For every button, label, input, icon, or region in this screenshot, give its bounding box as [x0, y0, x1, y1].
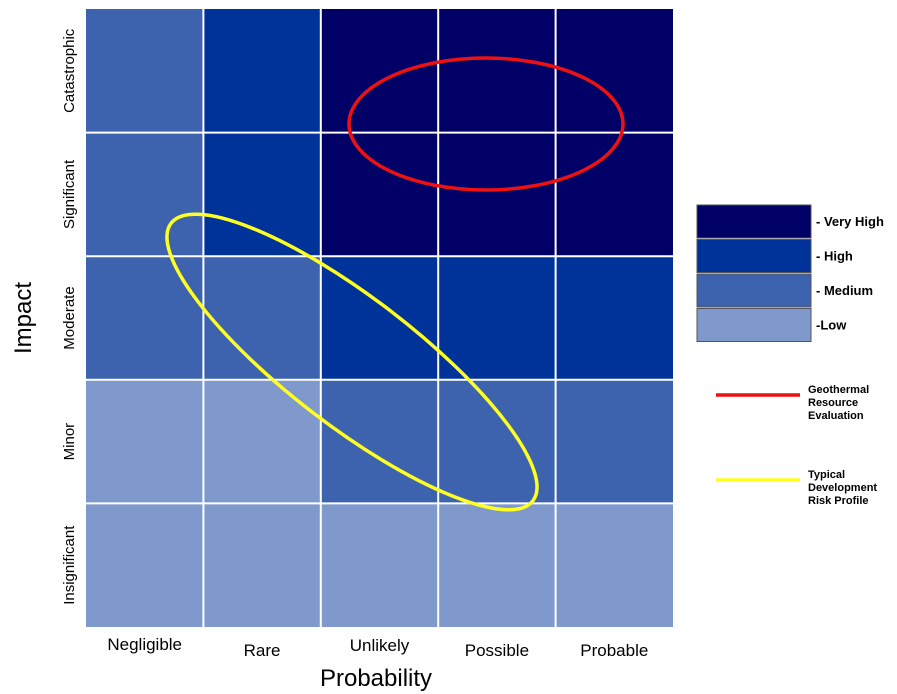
- x-tick-label-negligible: Negligible: [107, 635, 182, 654]
- y-tick-labels: Catastrophic Significant Moderate Minor Insi…: [61, 28, 78, 605]
- legend-label-medium: - Medium: [816, 283, 873, 298]
- cell-significant-probable: [555, 132, 673, 257]
- legend-swatch-low: [696, 308, 812, 342]
- cell-moderate-negligible: [86, 256, 204, 380]
- legend-label-low: -Low: [816, 318, 847, 333]
- cell-significant-possible: [438, 132, 556, 257]
- annotation-key-label-typical-development-risk-profile: Typical: [808, 469, 845, 481]
- annotation-key-label-geothermal-resource-evaluation: Evaluation: [808, 410, 864, 422]
- legend: - Very High - High - Medium -Low: [696, 204, 884, 342]
- x-tick-labels: Negligible Rare Unlikely Possible Probable: [107, 635, 648, 660]
- annotation-key-label-geothermal-resource-evaluation: Resource: [808, 397, 858, 409]
- cell-moderate-possible: [438, 256, 556, 380]
- cell-catastrophic-rare: [203, 9, 321, 133]
- cell-insignificant-rare: [203, 503, 321, 627]
- y-tick-label-minor: Minor: [61, 423, 78, 461]
- cell-moderate-probable: [555, 256, 673, 380]
- annotation-ellipses: [165, 56, 625, 512]
- cell-minor-probable: [555, 379, 673, 504]
- legend-swatch-medium: [696, 273, 812, 308]
- y-tick-label-moderate: Moderate: [61, 286, 78, 349]
- cell-insignificant-probable: [555, 503, 673, 627]
- x-tick-label-possible: Possible: [465, 641, 529, 660]
- legend-label-very-high: - Very High: [816, 214, 884, 229]
- ellipse-geothermal-resource-evaluation: [347, 56, 625, 192]
- x-tick-label-unlikely: Unlikely: [350, 636, 410, 655]
- cell-insignificant-negligible: [86, 503, 204, 627]
- ellipse-typical-development-risk-profile: [165, 212, 539, 512]
- y-axis-title: Impact: [10, 282, 37, 354]
- cell-catastrophic-negligible: [86, 9, 204, 133]
- annotation-key-label-typical-development-risk-profile: Development: [808, 482, 877, 494]
- cell-catastrophic-possible: [438, 9, 556, 133]
- x-tick-label-probable: Probable: [580, 641, 648, 660]
- cell-catastrophic-unlikely: [320, 9, 439, 133]
- y-tick-label-catastrophic: Catastrophic: [61, 28, 78, 113]
- cell-significant-rare: [203, 132, 321, 257]
- cell-moderate-rare: [203, 256, 321, 380]
- legend-swatch-very-high: [696, 204, 812, 239]
- cell-insignificant-unlikely: [320, 503, 439, 627]
- heatmap-cells: [86, 9, 673, 627]
- legend-swatch-high: [696, 239, 812, 273]
- cell-significant-negligible: [86, 132, 204, 257]
- cell-catastrophic-probable: [555, 9, 673, 133]
- legend-label-high: - High: [816, 249, 853, 264]
- grid-lines: [86, 9, 673, 627]
- cell-minor-rare: [203, 379, 321, 504]
- x-tick-label-rare: Rare: [244, 641, 281, 660]
- annotation-key-label-typical-development-risk-profile: Risk Profile: [808, 495, 869, 507]
- annotation-key-label-geothermal-resource-evaluation: Geothermal: [808, 384, 869, 396]
- cell-insignificant-possible: [438, 503, 556, 627]
- y-tick-label-significant: Significant: [61, 159, 78, 229]
- cell-significant-unlikely: [320, 132, 439, 257]
- cell-minor-unlikely: [320, 379, 439, 504]
- x-axis-title: Probability: [320, 665, 432, 692]
- cell-minor-negligible: [86, 379, 204, 504]
- y-tick-label-insignificant: Insignificant: [61, 525, 78, 605]
